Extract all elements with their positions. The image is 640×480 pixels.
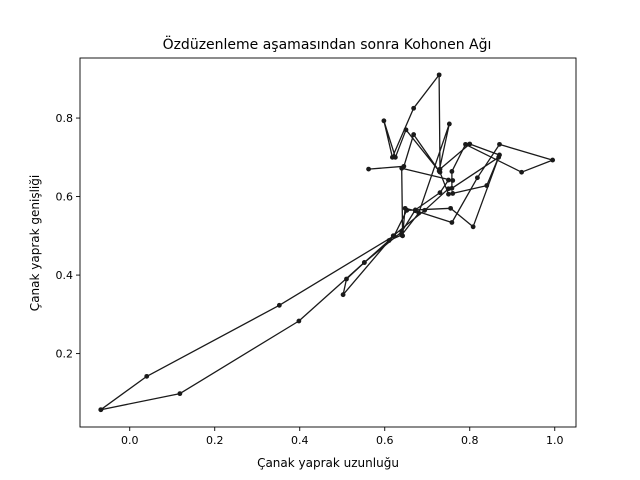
data-point — [497, 141, 502, 147]
data-point — [446, 191, 451, 197]
data-point — [446, 121, 452, 127]
data-point — [437, 190, 443, 196]
data-point — [446, 186, 451, 192]
x-tick-label: 0.2 — [206, 434, 224, 447]
data-point — [411, 105, 417, 111]
plot-frame — [79, 57, 577, 428]
x-axis-label: Çanak yaprak uzunluğu — [257, 456, 399, 470]
x-tick-label: 0.8 — [461, 434, 479, 447]
data-point — [448, 205, 454, 211]
data-point — [344, 276, 349, 282]
data-point — [450, 191, 456, 196]
data-point — [436, 72, 442, 78]
data-point — [296, 318, 302, 324]
chart-title: Özdüzenleme aşamasından sonra Kohonen Ağ… — [163, 35, 492, 53]
data-point — [403, 127, 409, 133]
x-axis: 0.0 0.2 0.4 0.6 0.8 1.0 — [121, 427, 564, 447]
data-point — [422, 207, 428, 213]
y-axis: 0.2 0.4 0.6 0.8 — [56, 112, 80, 361]
y-tick-label: 0.2 — [56, 348, 74, 361]
data-point — [467, 141, 473, 147]
data-point — [446, 177, 451, 183]
x-tick-label: 0.6 — [376, 434, 394, 447]
data-point — [450, 178, 456, 183]
data-point — [177, 391, 183, 397]
data-point — [474, 175, 480, 181]
data-point — [361, 260, 367, 265]
data-point — [404, 207, 410, 213]
data-point — [340, 292, 346, 298]
data-point — [470, 224, 476, 230]
data-point — [412, 208, 418, 214]
data-point — [392, 154, 398, 160]
data-point — [411, 132, 417, 137]
y-axis-label: Çanak yaprak genişliği — [28, 175, 42, 311]
x-tick-label: 0.0 — [121, 434, 139, 447]
data-point — [276, 302, 282, 308]
data-point — [519, 169, 524, 175]
x-tick-label: 0.4 — [291, 434, 309, 447]
x-tick-label: 1.0 — [546, 434, 564, 447]
y-tick-label: 0.6 — [56, 191, 74, 204]
y-tick-label: 0.4 — [56, 269, 74, 282]
data-point — [436, 168, 442, 174]
data-point — [484, 183, 490, 188]
data-point — [401, 163, 407, 169]
data-point — [416, 210, 422, 216]
data-point — [399, 232, 405, 238]
data-point — [390, 233, 396, 239]
data-point — [386, 238, 392, 243]
y-tick-label: 0.8 — [56, 112, 74, 125]
data-point — [463, 141, 468, 147]
data-point — [98, 407, 104, 413]
data-point — [144, 373, 150, 379]
data-point — [550, 157, 556, 163]
data-point — [381, 118, 387, 124]
data-point — [449, 220, 455, 225]
plot-area — [79, 57, 577, 428]
data-point — [366, 166, 371, 172]
data-point — [449, 169, 455, 174]
data-point — [497, 152, 502, 158]
